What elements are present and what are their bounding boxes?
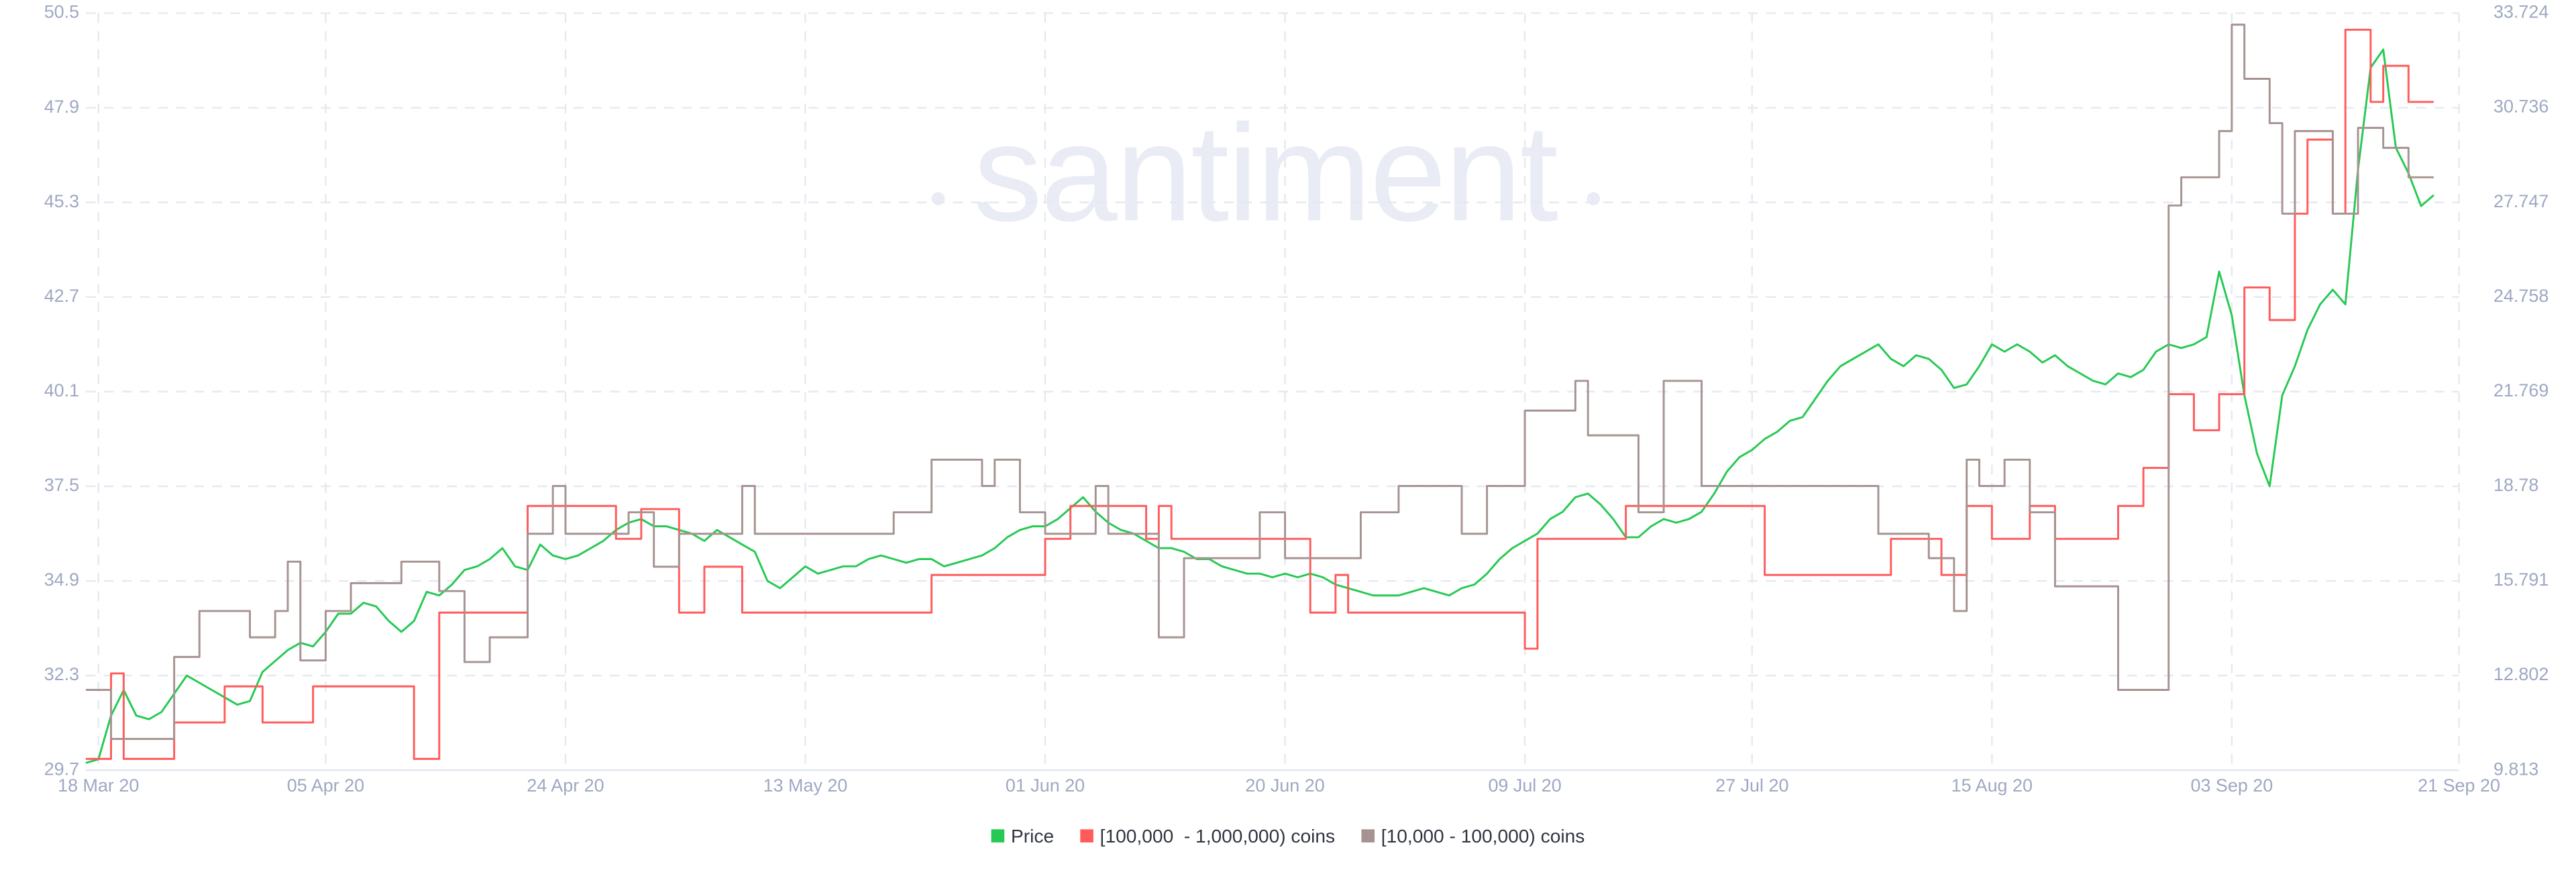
x-tick-label: 05 Apr 20: [287, 775, 364, 796]
watermark-dot: [1587, 192, 1601, 206]
x-tick-label: 01 Jun 20: [1006, 775, 1085, 796]
x-tick-label: 27 Jul 20: [1715, 775, 1788, 796]
x-tick-label: 18 Mar 20: [58, 775, 139, 796]
y-tick-label: 40.1: [44, 380, 79, 400]
y2-tick-label: 9.813: [2493, 759, 2538, 779]
y2-tick-label: 24.758: [2493, 286, 2548, 306]
y-tick-label: 37.5: [44, 475, 79, 495]
x-tick-label: 09 Jul 20: [1488, 775, 1561, 796]
y-tick-label: 45.3: [44, 191, 79, 211]
legend-item: [100,000 - 1,000,000) coins: [1080, 826, 1335, 847]
plot: [85, 23, 2434, 764]
x-tick-label: 24 Apr 20: [527, 775, 604, 796]
legend-label: Price: [1011, 826, 1054, 847]
legend-item: [10,000 - 100,000) coins: [1361, 826, 1585, 847]
watermark-group: santiment: [931, 96, 1601, 250]
y-tick-label: 42.7: [44, 286, 79, 306]
y2-tick-label: 27.747: [2493, 191, 2548, 211]
series-line: [85, 48, 2434, 764]
watermark-dot: [931, 192, 945, 206]
x-tick-label: 15 Aug 20: [1951, 775, 2033, 796]
y2-tick-label: 18.78: [2493, 475, 2538, 495]
y-tick-label: 29.7: [44, 759, 79, 779]
legend-swatch: [1080, 829, 1093, 842]
legend-item: Price: [991, 826, 1054, 847]
y2-tick-label: 15.791: [2493, 569, 2548, 590]
legend-swatch: [991, 829, 1005, 842]
x-tick-label: 03 Sep 20: [2190, 775, 2273, 796]
y2-tick-label: 30.736: [2493, 97, 2548, 117]
x-tick-label: 21 Sep 20: [2418, 775, 2500, 796]
y-tick-label: 47.9: [44, 97, 79, 117]
series-line: [85, 23, 2434, 741]
legend-label: [10,000 - 100,000) coins: [1381, 826, 1585, 847]
x-tick-label: 13 May 20: [763, 775, 848, 796]
series-line: [85, 28, 2434, 760]
x-tick-label: 20 Jun 20: [1245, 775, 1324, 796]
y2-tick-label: 12.802: [2493, 664, 2548, 684]
legend: Price [100,000 - 1,000,000) coins [10,000 …: [991, 826, 1585, 847]
y2-tick-label: 33.724: [2493, 2, 2548, 22]
y-tick-label: 34.9: [44, 569, 79, 590]
watermark: santiment: [973, 96, 1558, 250]
y2-tick-label: 21.769: [2493, 380, 2548, 400]
legend-label: [100,000 - 1,000,000) coins: [1100, 826, 1335, 847]
y-tick-label: 50.5: [44, 2, 79, 22]
y-tick-label: 32.3: [44, 664, 79, 684]
axes: 29.7 32.3 34.9 37.5 40.1 42.7 45.3 47.9 50.5 9.81…: [44, 2, 2549, 796]
legend-swatch: [1361, 829, 1375, 842]
